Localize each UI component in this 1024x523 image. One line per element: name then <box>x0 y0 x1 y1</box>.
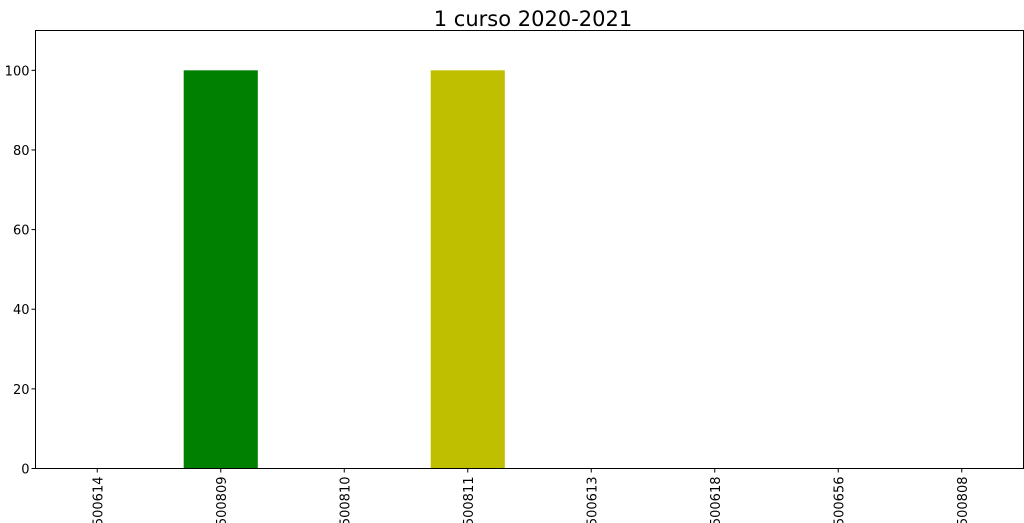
bar-500811 <box>430 70 505 469</box>
x-tick-label: 500809 <box>215 477 230 523</box>
y-axis: 0 20 40 60 80 100 <box>5 64 36 478</box>
y-tick-label: 0 <box>21 463 29 478</box>
x-tick-label: 500810 <box>338 477 353 523</box>
y-tick-label: 80 <box>13 144 30 159</box>
y-tick-label: 20 <box>13 383 30 398</box>
x-tick-label: 500618 <box>709 477 724 523</box>
bars-group <box>183 70 505 469</box>
x-tick-label: 500808 <box>956 477 971 523</box>
x-tick-label: 500614 <box>91 477 106 523</box>
y-tick-label: 60 <box>13 224 30 239</box>
bar-500809 <box>183 70 258 469</box>
y-tick-label: 40 <box>13 303 30 318</box>
x-tick-label: 500656 <box>832 477 847 523</box>
x-tick-label: 500811 <box>462 477 477 523</box>
x-tick-label: 500613 <box>585 477 600 523</box>
y-tick-label: 100 <box>5 64 30 79</box>
chart-title: 1 curso 2020-2021 <box>434 7 632 31</box>
x-axis: 500614 500809 500810 500811 500613 500618 5006… <box>91 468 971 523</box>
